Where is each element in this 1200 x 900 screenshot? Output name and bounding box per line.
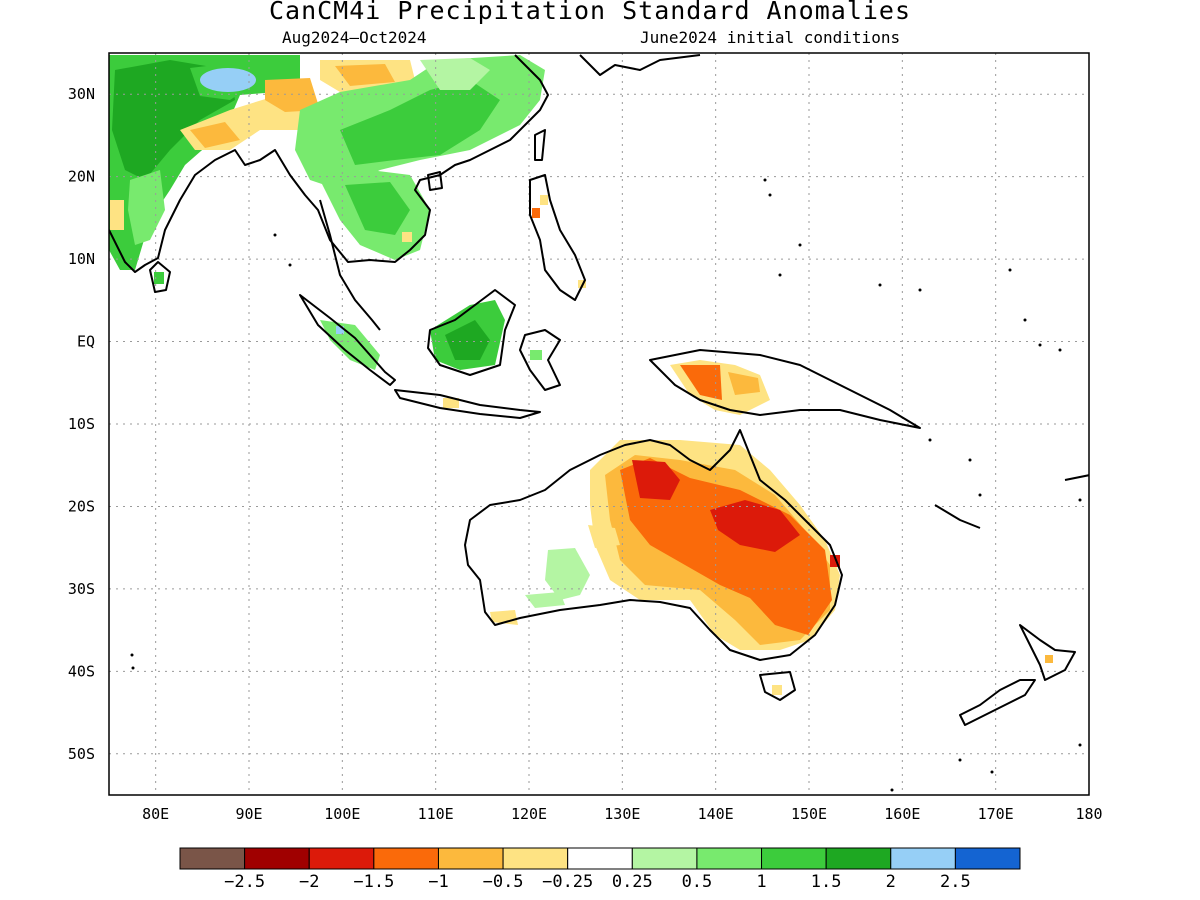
lat-tick-label: 50S	[68, 745, 95, 763]
colorbar: −2.5 −2 −1.5 −1 −0.5 −0.25 0.25 0.5 1 1.5 2 2.5	[179, 847, 1021, 892]
map-title: CanCM4i Precipitation Standard Anomalies	[268, 0, 912, 25]
colorbar-swatch	[825, 847, 892, 870]
colorbar-swatch	[696, 847, 763, 870]
colorbar-swatch	[890, 847, 956, 870]
lon-tick-label: 160E	[884, 805, 920, 823]
lat-tick-label: 30N	[68, 85, 95, 103]
anomaly-field	[109, 55, 1053, 695]
colorbar-label: 0.25	[612, 872, 653, 892]
lon-tick-label: 170E	[978, 805, 1014, 823]
colorbar-label: −2.5	[224, 872, 265, 892]
map-frame	[108, 52, 1090, 796]
colorbar-swatch	[631, 847, 698, 870]
lon-tick-label: 140E	[698, 805, 734, 823]
colorbar-label: −0.5	[483, 872, 524, 892]
lat-tick-label: 30S	[68, 580, 95, 598]
lon-tick-label: 80E	[142, 805, 169, 823]
colorbar-label: −1	[428, 872, 448, 892]
lat-tick-labels: 30N 20N 10N EQ 10S 20S 30S 40S 50S	[68, 85, 95, 763]
colorbar-label: −0.25	[542, 872, 593, 892]
islands	[130, 178, 1082, 792]
lat-tick-label: 20S	[68, 497, 95, 515]
colorbar-swatch	[437, 847, 504, 870]
lat-tick-label: 10N	[68, 250, 95, 268]
lon-tick-label: 100E	[324, 805, 360, 823]
lon-tick-label: 90E	[235, 805, 262, 823]
lon-tick-label: 110E	[418, 805, 454, 823]
init-conditions-subtitle: June2024 initial conditions	[640, 28, 901, 47]
colorbar-swatch	[502, 847, 569, 870]
lat-tick-label: 10S	[68, 415, 95, 433]
lon-tick-label: 120E	[511, 805, 547, 823]
colorbar-label: 2.5	[940, 872, 971, 892]
lat-tick-label: 40S	[68, 662, 95, 680]
lon-tick-label: 180	[1075, 805, 1102, 823]
colorbar-label: −2	[299, 872, 319, 892]
colorbar-label: 1	[756, 872, 766, 892]
colorbar-swatch	[179, 847, 246, 870]
colorbar-swatch	[954, 847, 1021, 870]
lat-tick-label: 20N	[68, 168, 95, 186]
lon-tick-label: 150E	[791, 805, 827, 823]
colorbar-swatch	[761, 847, 827, 870]
lat-tick-label: EQ	[77, 333, 95, 351]
colorbar-swatch	[373, 847, 439, 870]
lon-tick-labels: 80E 90E 100E 110E 120E 130E 140E 150E 160E 170E 18…	[142, 805, 1102, 823]
colorbar-label: 1.5	[811, 872, 842, 892]
plot-area	[109, 53, 1089, 795]
coastlines	[109, 54, 1089, 726]
lon-tick-label: 130E	[604, 805, 640, 823]
colorbar-label: 0.5	[682, 872, 713, 892]
colorbar-label: 2	[886, 872, 896, 892]
colorbar-label: −1.5	[353, 872, 394, 892]
colorbar-swatch	[567, 847, 633, 870]
period-subtitle: Aug2024–Oct2024	[282, 28, 427, 47]
colorbar-swatch	[308, 847, 375, 870]
colorbar-swatch	[244, 847, 310, 870]
